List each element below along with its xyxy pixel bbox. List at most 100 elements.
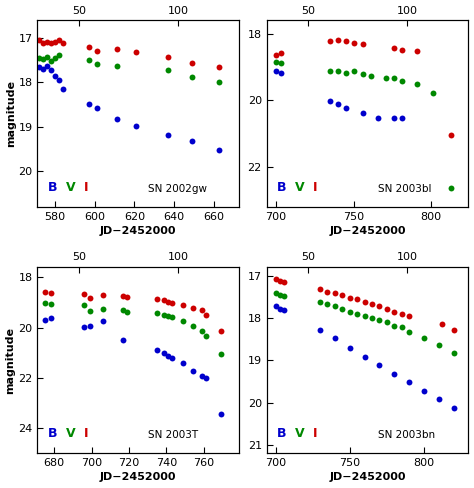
Point [47, 300, 55, 307]
Text: SN 2003bl: SN 2003bl [378, 183, 431, 194]
Point [354, 310, 361, 318]
Point [217, 326, 224, 334]
Point [277, 59, 284, 67]
Point [342, 103, 350, 111]
Point [398, 46, 405, 54]
Point [391, 308, 398, 316]
Point [413, 47, 421, 55]
Point [99, 317, 107, 325]
Text: V: V [295, 427, 304, 440]
Point [420, 334, 428, 342]
Point [450, 349, 457, 357]
Point [217, 350, 224, 358]
Point [367, 72, 374, 80]
Point [216, 146, 223, 154]
Point [55, 76, 63, 84]
Point [198, 372, 206, 380]
Point [36, 37, 43, 44]
Point [277, 49, 284, 57]
Point [81, 290, 88, 298]
Point [272, 58, 280, 66]
Point [161, 349, 168, 357]
Point [359, 41, 367, 48]
Point [334, 101, 342, 108]
Point [164, 66, 172, 74]
Point [188, 73, 196, 81]
Point [368, 301, 376, 308]
Text: V: V [66, 427, 75, 440]
Text: B: B [47, 181, 57, 194]
Point [44, 38, 51, 45]
Text: V: V [295, 181, 304, 194]
Point [86, 322, 93, 329]
Point [59, 39, 67, 46]
Point [272, 275, 279, 283]
Point [113, 115, 120, 123]
Point [383, 305, 391, 313]
Point [47, 40, 55, 47]
Point [47, 66, 55, 74]
Point [81, 323, 88, 331]
Point [164, 53, 172, 61]
Point [447, 131, 455, 139]
Point [361, 353, 368, 361]
Point [133, 122, 140, 130]
Point [359, 70, 367, 78]
X-axis label: JD−2452000: JD−2452000 [329, 472, 406, 483]
Point [374, 114, 382, 122]
Point [359, 109, 367, 117]
Point [52, 72, 59, 80]
Point [216, 78, 223, 85]
Text: I: I [313, 427, 318, 440]
Point [179, 360, 187, 367]
X-axis label: JD−2452000: JD−2452000 [329, 225, 406, 236]
Point [383, 318, 391, 326]
Point [47, 314, 55, 322]
Point [47, 289, 55, 297]
Point [217, 410, 224, 418]
Text: B: B [47, 427, 57, 440]
Point [93, 60, 100, 68]
Point [368, 314, 376, 322]
Point [354, 295, 361, 303]
Point [324, 288, 331, 296]
Y-axis label: magnitude: magnitude [6, 80, 16, 147]
Point [277, 69, 284, 77]
Point [161, 310, 168, 318]
Point [405, 327, 413, 335]
Point [119, 292, 127, 300]
Point [272, 302, 279, 310]
Point [398, 310, 405, 318]
Point [331, 289, 339, 297]
Point [52, 54, 59, 62]
Point [450, 326, 457, 334]
Text: V: V [66, 181, 75, 194]
Point [361, 312, 368, 320]
Point [346, 345, 354, 352]
Point [331, 334, 339, 342]
Point [202, 310, 210, 318]
Text: B: B [277, 427, 286, 440]
Point [59, 85, 67, 93]
Point [36, 54, 43, 62]
Point [40, 39, 47, 46]
Point [361, 298, 368, 306]
Point [99, 291, 107, 299]
Point [435, 395, 443, 403]
Point [189, 322, 196, 329]
Point [119, 336, 127, 344]
Point [41, 299, 49, 307]
Point [316, 298, 324, 306]
Point [383, 74, 390, 81]
Point [281, 292, 288, 300]
Point [390, 44, 398, 52]
X-axis label: JD−2452000: JD−2452000 [100, 225, 177, 236]
Point [435, 342, 443, 349]
Text: I: I [313, 181, 318, 194]
Point [85, 57, 93, 64]
Point [429, 89, 437, 97]
Point [41, 288, 49, 296]
Point [338, 305, 346, 313]
Point [272, 51, 280, 59]
Point [276, 305, 284, 313]
